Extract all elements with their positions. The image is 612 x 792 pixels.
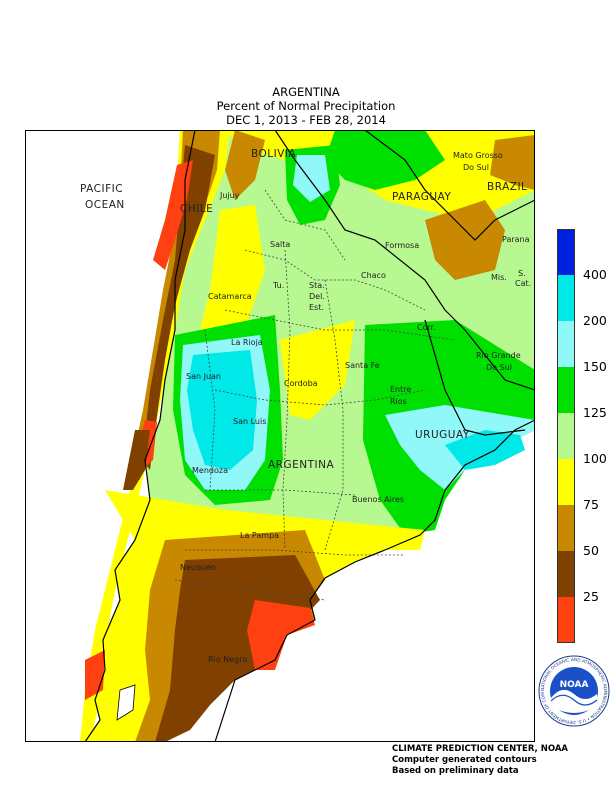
map-subtitle: Percent of Normal Precipitation xyxy=(216,99,396,113)
color-legend xyxy=(557,229,575,643)
label-rio-negro: Rio Negro xyxy=(208,655,247,664)
label-rio-grande: Rio Grande xyxy=(476,351,521,360)
label-del: Del. xyxy=(309,292,325,301)
footer-method: Computer generated contours xyxy=(392,755,537,765)
label-est: Est. xyxy=(309,303,324,312)
legend-label-125: 125 xyxy=(583,405,607,420)
label-paraguay: PARAGUAY xyxy=(392,191,451,203)
label-mis: Mis. xyxy=(491,273,507,282)
label-cordoba: Cordoba xyxy=(284,379,318,388)
legend-label-50: 50 xyxy=(583,543,599,558)
legend-label-150: 150 xyxy=(583,359,607,374)
label-san-juan: San Juan xyxy=(186,372,221,381)
legend-label-25: 25 xyxy=(583,589,599,604)
label-uruguay: URUGUAY xyxy=(415,429,470,441)
label-bolivia: BOLIVIA xyxy=(251,148,297,160)
label-argentina: ARGENTINA xyxy=(268,459,334,471)
label-buenos-aires: Buenos Aires xyxy=(352,495,404,504)
map-date-range: DEC 1, 2013 - FEB 28, 2014 xyxy=(226,113,386,127)
legend-swatch-100-125 xyxy=(557,413,575,459)
label-jujuy: Jujuy xyxy=(219,191,240,200)
label-tu: Tu. xyxy=(272,281,284,290)
label-la-rioja: La Rioja xyxy=(231,338,263,347)
label-parana: Parana xyxy=(502,235,530,244)
label-catamarca: Catamarca xyxy=(208,292,252,301)
label-chile: CHILE xyxy=(180,203,213,215)
legend-swatch-150-200 xyxy=(557,321,575,367)
label-formosa: Formosa xyxy=(385,241,419,250)
label-la-pampa: La Pampa xyxy=(240,531,279,540)
legend-swatch-25-50 xyxy=(557,551,575,597)
noaa-logo: NATIONAL OCEANIC AND ATMOSPHERIC ADMINIS… xyxy=(537,654,610,727)
noaa-logo-text: NOAA xyxy=(560,680,589,690)
legend-swatch-75-100 xyxy=(557,459,575,505)
label-pacific: PACIFIC xyxy=(80,183,123,195)
label-entre: Entre xyxy=(390,385,411,394)
label-do-sul: Do Sul xyxy=(463,163,489,172)
legend-label-200: 200 xyxy=(583,313,607,328)
map-title: ARGENTINA xyxy=(272,85,340,99)
label-san-luis: San Luis xyxy=(233,417,266,426)
label-neuquen: Neuquen xyxy=(180,563,216,572)
label-mendoza: Mendoza xyxy=(192,466,228,475)
label-rios: Rios xyxy=(390,397,407,406)
label-mato-grosso: Mato Grosso xyxy=(453,151,503,160)
footer-source: CLIMATE PREDICTION CENTER, NOAA xyxy=(392,744,568,754)
label-chaco: Chaco xyxy=(361,271,386,280)
label-ocean: OCEAN xyxy=(85,199,125,211)
label-corr: Corr. xyxy=(417,323,436,332)
label-brazil: BRAZIL xyxy=(487,181,527,193)
precipitation-map: PACIFIC OCEAN BOLIVIA CHILE PARAGUAY BRA… xyxy=(25,130,535,742)
label-salta: Salta xyxy=(270,240,290,249)
legend-label-75: 75 xyxy=(583,497,599,512)
label-sta: Sta. xyxy=(309,281,325,290)
legend-swatch-below-25 xyxy=(557,597,575,643)
label-rio-grande-sul: Do Sul xyxy=(486,363,512,372)
label-s: S. xyxy=(518,269,526,278)
legend-swatch-200-400 xyxy=(557,275,575,321)
legend-label-400: 400 xyxy=(583,267,607,282)
footer-note: Based on preliminary data xyxy=(392,766,519,776)
label-cat: Cat. xyxy=(515,279,531,288)
legend-swatch-above-400 xyxy=(557,229,575,275)
legend-swatch-50-75 xyxy=(557,505,575,551)
legend-swatch-125-150 xyxy=(557,367,575,413)
label-santa-fe: Santa Fe xyxy=(345,361,380,370)
legend-label-100: 100 xyxy=(583,451,607,466)
